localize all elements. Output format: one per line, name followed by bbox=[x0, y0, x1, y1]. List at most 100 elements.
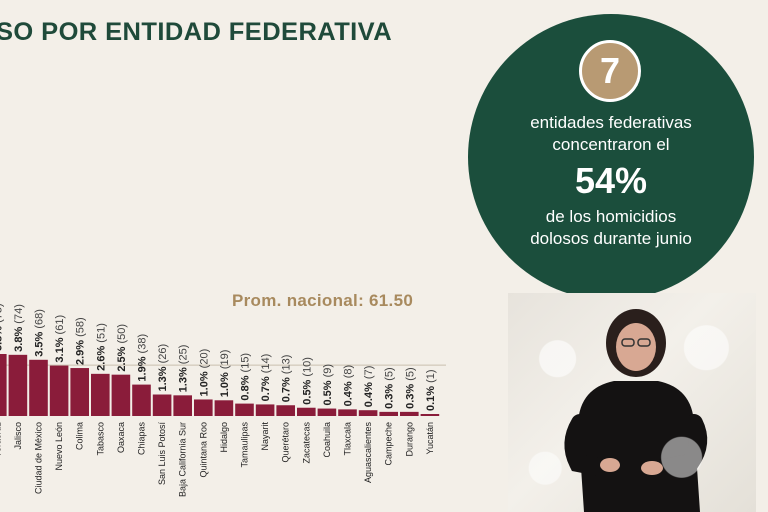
bar-6 bbox=[111, 374, 131, 416]
category-label: Baja California Sur bbox=[178, 422, 188, 497]
bar-percent-label: 2.6% bbox=[95, 346, 107, 371]
category-label: Hidalgo bbox=[219, 422, 229, 453]
sign-language-interpreter-video bbox=[508, 293, 756, 512]
bar-value-label: 0.4% (8) bbox=[343, 365, 355, 407]
bar-count-label: (20) bbox=[198, 349, 210, 372]
bar-4 bbox=[70, 368, 89, 416]
homicides-bar-chart: 3.8% (75) Veracruz 3.8% (74) Jalisco 3.5% (6… bbox=[0, 303, 446, 497]
bar-count-label: (13) bbox=[281, 355, 293, 378]
callout-line-3: de los homicidios bbox=[545, 207, 677, 226]
bar-percent-label: 0.4% bbox=[363, 382, 375, 407]
bar-3 bbox=[49, 365, 69, 416]
bar-percent-label: 1.0% bbox=[198, 371, 210, 396]
bar-percent-label: 1.9% bbox=[137, 356, 149, 381]
bar-count-label: (10) bbox=[301, 357, 313, 380]
callout-line-4: dolosos durante junio bbox=[530, 229, 692, 248]
bar-20 bbox=[400, 411, 419, 416]
bar-percent-label: 0.3% bbox=[404, 384, 416, 409]
bar-count-label: (68) bbox=[34, 309, 46, 332]
callout-percent: 54% bbox=[574, 160, 648, 201]
category-label: Aguascalientes bbox=[363, 422, 373, 484]
bar-count-label: (8) bbox=[343, 365, 355, 382]
callout-line-2: concentraron el bbox=[552, 135, 670, 154]
category-label: Zacatecas bbox=[301, 422, 311, 464]
bar-count-label: (74) bbox=[13, 304, 25, 327]
summary-callout: 7 entidades federativas concentraron el … bbox=[468, 14, 754, 300]
bar-10 bbox=[194, 399, 213, 416]
bar-count-label: (1) bbox=[425, 369, 437, 386]
bar-2 bbox=[29, 359, 48, 416]
category-label: Querétaro bbox=[281, 422, 291, 463]
bar-count-label: (7) bbox=[363, 366, 375, 383]
bar-8 bbox=[152, 394, 172, 416]
bar-count-label: (19) bbox=[219, 350, 231, 373]
bar-value-label: 1.3% (25) bbox=[178, 345, 190, 393]
bar-value-label: 0.3% (5) bbox=[384, 367, 396, 409]
bar-count-label: (9) bbox=[322, 364, 334, 381]
bar-percent-label: 0.5% bbox=[322, 380, 334, 405]
bar-value-label: 0.3% (5) bbox=[404, 367, 416, 409]
bar-value-label: 0.5% (10) bbox=[301, 357, 313, 405]
bar-19 bbox=[379, 411, 398, 416]
bar-percent-label: 2.9% bbox=[75, 340, 87, 365]
category-label: Oaxaca bbox=[116, 422, 126, 453]
bar-value-label: 3.5% (68) bbox=[34, 309, 46, 357]
bar-7 bbox=[132, 384, 151, 416]
bar-percent-label: 0.5% bbox=[301, 379, 313, 404]
video-background-pattern bbox=[508, 293, 756, 512]
category-label: Durango bbox=[404, 422, 414, 457]
bar-15 bbox=[297, 407, 316, 416]
bar-percent-label: 3.8% bbox=[0, 326, 4, 351]
bar-percent-label: 3.1% bbox=[54, 337, 66, 362]
bar-16 bbox=[317, 408, 337, 416]
bar-count-label: (51) bbox=[95, 323, 107, 346]
count-badge: 7 bbox=[579, 40, 641, 102]
category-label: Tabasco bbox=[95, 422, 105, 456]
bar-1 bbox=[8, 354, 28, 416]
category-label: Nuevo León bbox=[54, 422, 64, 471]
bar-value-label: 2.9% (58) bbox=[75, 317, 87, 365]
bar-percent-label: 0.8% bbox=[240, 375, 252, 400]
bar-percent-label: 0.3% bbox=[384, 384, 396, 409]
bar-count-label: (5) bbox=[384, 367, 396, 384]
category-label: Yucatán bbox=[425, 422, 435, 455]
bar-value-label: 0.4% (7) bbox=[363, 366, 375, 408]
bar-count-label: (38) bbox=[137, 334, 149, 357]
bar-percent-label: 1.3% bbox=[178, 367, 190, 392]
category-label: San Luis Potosí bbox=[157, 422, 167, 486]
bar-percent-label: 1.3% bbox=[157, 366, 169, 391]
bar-count-label: (5) bbox=[404, 367, 416, 384]
bar-5 bbox=[91, 373, 110, 416]
page-title: SO POR ENTIDAD FEDERATIVA bbox=[0, 18, 393, 46]
average-label: Prom. nacional: 61.50 bbox=[232, 291, 414, 310]
bar-percent-label: 2.5% bbox=[116, 346, 128, 371]
bar-percent-label: 1.0% bbox=[219, 372, 231, 397]
bar-count-label: (75) bbox=[0, 303, 4, 326]
bar-value-label: 2.5% (50) bbox=[116, 324, 128, 372]
bar-count-label: (14) bbox=[260, 354, 272, 377]
category-label: Tamaulipas bbox=[240, 422, 250, 468]
category-label: Quintana Roo bbox=[198, 422, 208, 478]
bar-value-label: 1.0% (20) bbox=[198, 349, 210, 397]
bar-percent-label: 0.4% bbox=[343, 381, 355, 406]
category-label: Ciudad de México bbox=[34, 422, 44, 494]
bar-count-label: (26) bbox=[157, 344, 169, 367]
bar-value-label: 1.9% (38) bbox=[137, 334, 149, 382]
bar-14 bbox=[276, 405, 295, 416]
bar-value-label: 1.3% (26) bbox=[157, 344, 169, 392]
bar-value-label: 1.0% (19) bbox=[219, 350, 231, 398]
category-label: Chiapas bbox=[137, 422, 147, 456]
bar-count-label: (15) bbox=[240, 353, 252, 376]
bar-series: 3.8% (75) Veracruz 3.8% (74) Jalisco 3.5% (6… bbox=[0, 303, 440, 497]
bar-value-label: 2.6% (51) bbox=[95, 323, 107, 371]
bar-value-label: 3.8% (75) bbox=[0, 303, 4, 351]
bar-percent-label: 3.8% bbox=[13, 327, 25, 352]
bar-value-label: 0.7% (14) bbox=[260, 354, 272, 402]
callout-text-bottom: de los homicidios dolosos durante junio bbox=[468, 206, 754, 250]
category-label: Nayarit bbox=[260, 422, 270, 451]
category-label: Campeche bbox=[384, 422, 394, 466]
bar-percent-label: 3.5% bbox=[34, 331, 46, 356]
bar-11 bbox=[214, 400, 234, 416]
bar-count-label: (58) bbox=[75, 317, 87, 340]
bar-count-label: (50) bbox=[116, 324, 128, 347]
